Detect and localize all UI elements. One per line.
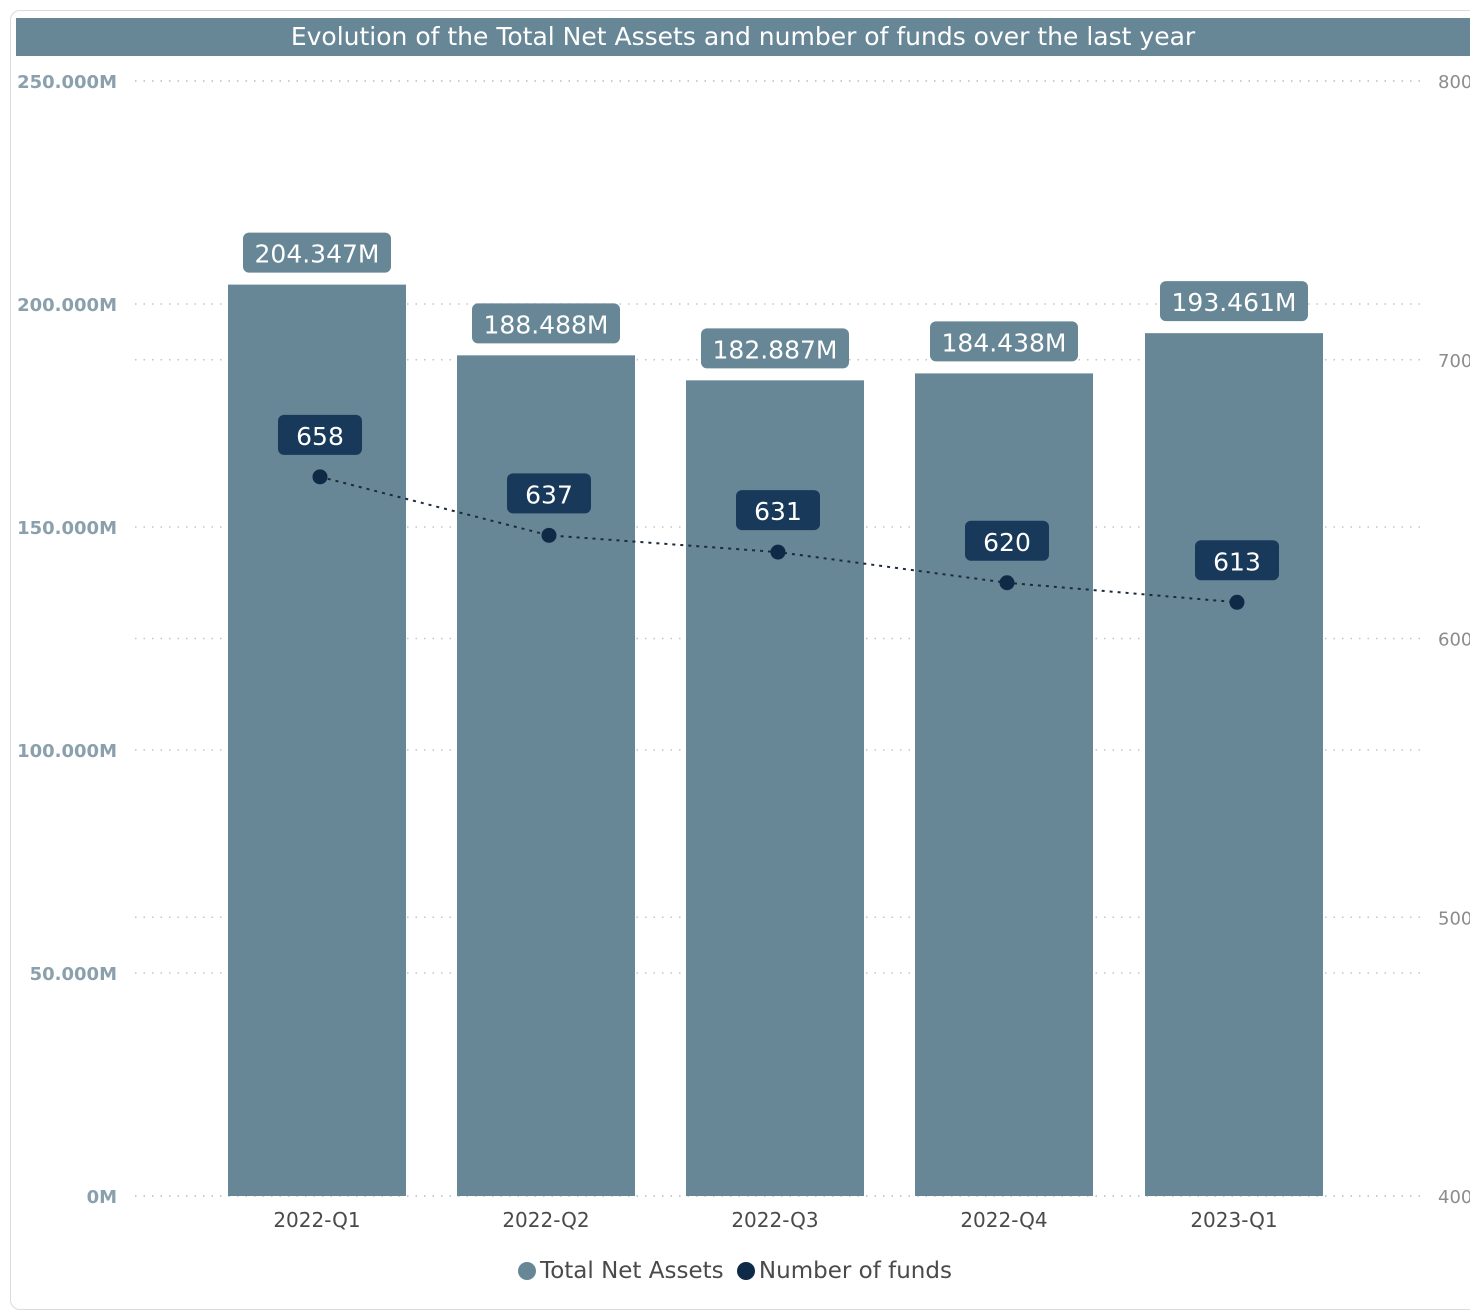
point-number-of-funds bbox=[770, 544, 786, 560]
bar-data-label-bg bbox=[1160, 281, 1308, 322]
y-left-tick-label: 150.000M bbox=[17, 518, 117, 539]
point-number-of-funds bbox=[999, 575, 1015, 591]
bar-total-net-assets bbox=[915, 373, 1093, 1197]
point-number-of-funds bbox=[541, 527, 557, 543]
y-left-tick-label: 100.000M bbox=[17, 741, 117, 762]
y-left-tick-label: 200.000M bbox=[17, 295, 117, 316]
bar-data-label: 204.347M bbox=[255, 240, 380, 269]
y-left-tick-label: 250.000M bbox=[17, 72, 117, 93]
y-left-tick-label: 0M bbox=[87, 1187, 117, 1208]
bar-data-label: 193.461M bbox=[1172, 288, 1297, 317]
chart-title: Evolution of the Total Net Assets and nu… bbox=[16, 18, 1470, 56]
bar-data-label-bg bbox=[472, 303, 620, 344]
point-data-label: 620 bbox=[983, 528, 1031, 557]
point-data-label-bg bbox=[965, 520, 1049, 561]
legend-item-number-of-funds[interactable]: Number of funds bbox=[736, 1258, 952, 1284]
bar-data-label: 188.488M bbox=[484, 310, 609, 339]
point-data-label: 637 bbox=[525, 480, 573, 509]
point-data-label-bg bbox=[736, 490, 820, 531]
x-tick-label: 2023-Q1 bbox=[1190, 1208, 1277, 1232]
legend-marker-total-net-assets bbox=[518, 1262, 537, 1280]
y-left-tick-label: 50.000M bbox=[30, 964, 117, 985]
point-data-label: 631 bbox=[754, 497, 802, 526]
chart-legend: Total Net Assets Number of funds bbox=[0, 1258, 1470, 1286]
x-tick-label: 2022-Q3 bbox=[731, 1208, 818, 1232]
x-tick-label: 2022-Q4 bbox=[960, 1208, 1047, 1232]
point-data-label-bg bbox=[278, 414, 362, 455]
legend-label-number-of-funds: Number of funds bbox=[758, 1258, 952, 1284]
y-right-tick-label: 400 bbox=[1438, 1187, 1470, 1208]
bar-data-label-bg bbox=[701, 328, 849, 369]
y-right-tick-label: 800 bbox=[1438, 72, 1470, 93]
point-data-label-bg bbox=[1195, 540, 1279, 581]
legend-item-total-net-assets[interactable]: Total Net Assets bbox=[518, 1258, 724, 1284]
bar-data-label-bg bbox=[243, 232, 391, 273]
point-number-of-funds bbox=[1229, 594, 1245, 610]
x-tick-label: 2022-Q1 bbox=[273, 1208, 360, 1232]
bar-total-net-assets bbox=[1145, 333, 1323, 1196]
bar-data-label: 182.887M bbox=[713, 335, 838, 364]
y-right-tick-label: 700 bbox=[1438, 351, 1470, 372]
point-data-label: 658 bbox=[296, 422, 344, 451]
legend-marker-number-of-funds bbox=[736, 1262, 755, 1280]
y-right-tick-label: 600 bbox=[1438, 630, 1470, 651]
bar-data-label-bg bbox=[930, 321, 1078, 362]
point-number-of-funds bbox=[312, 469, 328, 485]
y-right-tick-label: 500 bbox=[1438, 908, 1470, 929]
x-tick-label: 2022-Q2 bbox=[502, 1208, 589, 1232]
point-data-label: 613 bbox=[1213, 547, 1261, 576]
legend-label-total-net-assets: Total Net Assets bbox=[540, 1258, 724, 1284]
point-data-label-bg bbox=[507, 473, 591, 514]
bar-data-label: 184.438M bbox=[942, 328, 1067, 357]
